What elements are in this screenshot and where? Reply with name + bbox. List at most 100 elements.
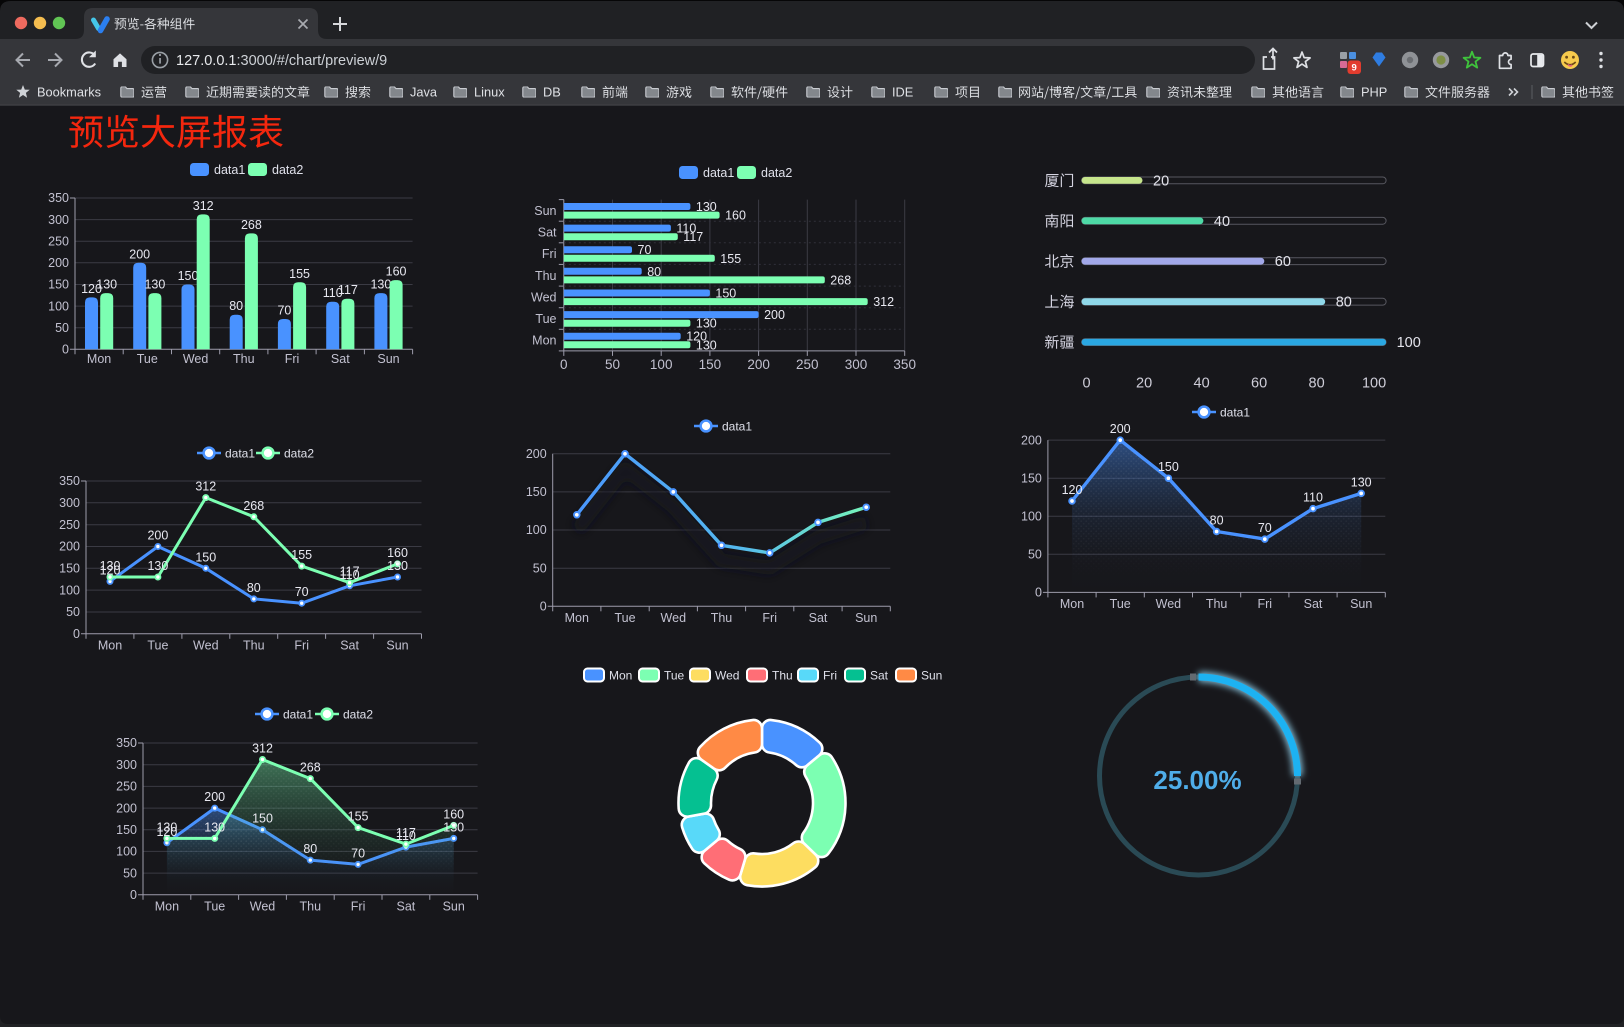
svg-text:Fri: Fri	[762, 611, 777, 625]
svg-text:70: 70	[277, 304, 291, 318]
svg-text:312: 312	[195, 480, 216, 494]
svg-text:268: 268	[830, 273, 851, 287]
svg-text:300: 300	[59, 496, 80, 510]
svg-text:Mon: Mon	[609, 668, 632, 682]
svg-text:Sat: Sat	[397, 900, 416, 914]
svg-text:312: 312	[873, 295, 894, 309]
svg-text:0: 0	[540, 600, 547, 614]
svg-text:data1: data1	[722, 419, 752, 433]
svg-text:160: 160	[386, 265, 407, 279]
svg-text:80: 80	[229, 299, 243, 313]
svg-text:130: 130	[443, 820, 464, 834]
svg-text:50: 50	[55, 321, 69, 335]
svg-text:Wed: Wed	[531, 290, 557, 304]
svg-text:DB: DB	[543, 85, 561, 100]
svg-text:50: 50	[533, 561, 547, 575]
svg-text:Fri: Fri	[351, 900, 366, 914]
svg-text:117: 117	[396, 826, 416, 840]
svg-text:160: 160	[725, 209, 746, 223]
svg-text:110: 110	[1303, 491, 1323, 505]
svg-text:155: 155	[348, 810, 369, 824]
svg-text:25.00%: 25.00%	[1153, 765, 1241, 795]
svg-text:50: 50	[66, 605, 80, 619]
svg-text:150: 150	[699, 357, 722, 372]
svg-text:117: 117	[340, 565, 360, 579]
svg-text:200: 200	[764, 308, 785, 322]
svg-text:110: 110	[676, 222, 696, 236]
svg-text:250: 250	[796, 357, 819, 372]
svg-text:IDE: IDE	[892, 85, 913, 100]
svg-text:Wed: Wed	[193, 639, 219, 653]
svg-text:Java: Java	[410, 85, 438, 100]
svg-text:Wed: Wed	[183, 352, 209, 366]
svg-text:155: 155	[720, 252, 741, 266]
svg-text:200: 200	[526, 447, 547, 461]
svg-text:150: 150	[1158, 460, 1179, 474]
svg-text:Thu: Thu	[772, 668, 793, 682]
svg-text:Mon: Mon	[565, 611, 589, 625]
svg-text:130: 130	[204, 820, 225, 834]
svg-text:20: 20	[1136, 376, 1152, 392]
svg-text:200: 200	[747, 357, 770, 372]
svg-text:150: 150	[116, 823, 137, 837]
svg-text:80: 80	[1336, 295, 1352, 311]
svg-text:200: 200	[59, 540, 80, 554]
svg-text:117: 117	[338, 283, 358, 297]
svg-text:Sun: Sun	[377, 352, 399, 366]
svg-text:Sat: Sat	[809, 611, 828, 625]
svg-text:Tue: Tue	[1110, 597, 1131, 611]
svg-text:data1: data1	[214, 163, 245, 177]
svg-text:Tue: Tue	[137, 352, 158, 366]
svg-text:data1: data1	[283, 707, 313, 721]
svg-text:Fri: Fri	[823, 668, 837, 682]
svg-text:80: 80	[303, 842, 317, 856]
svg-text:130: 130	[156, 820, 177, 834]
svg-text:200: 200	[48, 256, 69, 270]
svg-text:150: 150	[48, 278, 69, 292]
svg-text:200: 200	[204, 790, 225, 804]
svg-text:100: 100	[1021, 510, 1042, 524]
svg-text:130: 130	[387, 559, 408, 573]
svg-text:Wed: Wed	[250, 900, 276, 914]
svg-text:300: 300	[116, 758, 137, 772]
svg-text:Sun: Sun	[443, 900, 465, 914]
svg-text:350: 350	[116, 736, 137, 750]
svg-text:Tue: Tue	[204, 900, 225, 914]
svg-text:Thu: Thu	[535, 269, 557, 283]
svg-text:80: 80	[1210, 514, 1224, 528]
svg-text:50: 50	[605, 357, 620, 372]
svg-text:Sun: Sun	[921, 668, 942, 682]
svg-text:Sun: Sun	[386, 639, 408, 653]
svg-text:Mon: Mon	[532, 334, 556, 348]
svg-text:60: 60	[1275, 254, 1291, 270]
svg-text:100: 100	[526, 523, 547, 537]
svg-text:Thu: Thu	[1206, 597, 1228, 611]
svg-text:160: 160	[443, 807, 464, 821]
svg-text:data2: data2	[284, 446, 314, 460]
svg-text:data1: data1	[703, 166, 734, 180]
svg-text:120: 120	[100, 563, 121, 577]
svg-text:data2: data2	[343, 707, 373, 721]
svg-text:130: 130	[144, 278, 165, 292]
svg-text:Bookmarks: Bookmarks	[37, 85, 101, 100]
svg-text:40: 40	[1214, 214, 1230, 230]
svg-text:200: 200	[1021, 433, 1042, 447]
svg-text:268: 268	[300, 761, 321, 775]
svg-text:PHP: PHP	[1361, 85, 1387, 100]
svg-text:200: 200	[1110, 422, 1131, 436]
svg-text:350: 350	[48, 191, 69, 205]
svg-text:130: 130	[696, 338, 717, 352]
svg-text:Tue: Tue	[535, 312, 556, 326]
svg-text:200: 200	[129, 247, 150, 261]
svg-text:130: 130	[696, 200, 717, 214]
svg-text:Thu: Thu	[711, 611, 733, 625]
svg-text:Wed: Wed	[715, 668, 739, 682]
svg-text:312: 312	[193, 199, 214, 213]
svg-text:100: 100	[59, 583, 80, 597]
svg-text:Sun: Sun	[1350, 597, 1372, 611]
svg-text:Sun: Sun	[855, 611, 877, 625]
svg-text:100: 100	[1397, 335, 1421, 351]
svg-text:data2: data2	[272, 163, 303, 177]
svg-text:data1: data1	[225, 446, 255, 460]
svg-text:110: 110	[396, 829, 416, 843]
